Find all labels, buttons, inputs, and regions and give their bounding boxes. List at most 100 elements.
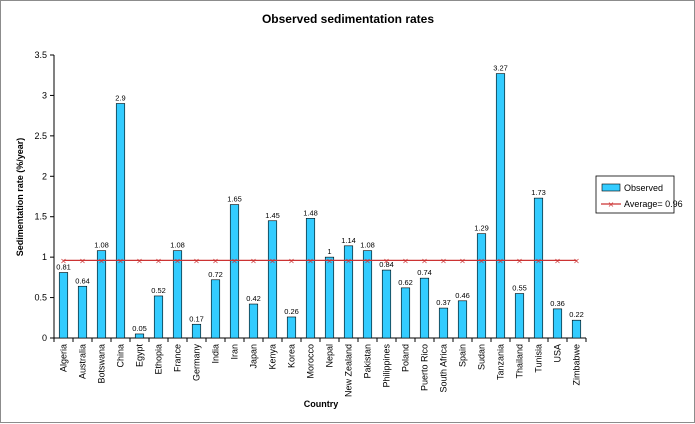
bar-sudan xyxy=(476,233,487,339)
x-tick-label: Botswana xyxy=(97,344,107,384)
legend: Observed × Average= 0.96 xyxy=(595,175,683,214)
bar-ethopia xyxy=(153,295,164,339)
bar-algeria xyxy=(58,272,69,339)
bar-poland xyxy=(400,287,411,339)
x-axis-title: Country xyxy=(304,399,339,409)
data-label: 1.73 xyxy=(531,188,546,197)
x-tick-label: Kenya xyxy=(268,344,278,370)
average-marker: × xyxy=(193,256,200,265)
legend-average-marker: × xyxy=(608,200,615,209)
average-marker: × xyxy=(231,256,238,265)
bar-new-zealand xyxy=(343,245,354,339)
average-marker: × xyxy=(250,256,257,265)
average-marker: × xyxy=(421,256,428,265)
data-label: 0.55 xyxy=(512,284,527,293)
bar-usa xyxy=(552,308,563,339)
x-tick-label: France xyxy=(173,344,183,372)
bar-spain xyxy=(457,300,468,339)
average-marker: × xyxy=(478,256,485,265)
data-label: 0.22 xyxy=(569,310,584,319)
chart-title: Observed sedimentation rates xyxy=(262,12,434,26)
data-label: 2.9 xyxy=(115,94,125,103)
bar-philippines xyxy=(381,269,392,339)
x-tick-label: USA xyxy=(553,344,563,363)
bar-tunisia xyxy=(533,197,544,339)
data-label: 0.52 xyxy=(151,286,166,295)
data-label: 1.45 xyxy=(265,211,280,220)
bar-germany xyxy=(191,323,202,339)
data-label: 0.62 xyxy=(398,278,413,287)
y-tick-label: 3 xyxy=(42,90,47,100)
x-tick-label: Poland xyxy=(401,344,411,372)
data-label: 0.42 xyxy=(246,294,261,303)
x-tick-label: Spain xyxy=(458,344,468,367)
data-label: 0.72 xyxy=(208,270,223,279)
average-marker: × xyxy=(459,256,466,265)
y-tick-label: 0 xyxy=(42,333,47,343)
bar-zimbabwe xyxy=(571,319,582,339)
y-tick-label: 1 xyxy=(42,252,47,262)
data-label: 0.05 xyxy=(132,324,147,333)
y-tick-label: 2 xyxy=(42,171,47,181)
average-marker: × xyxy=(516,256,523,265)
bar-morocco xyxy=(305,218,316,339)
average-marker: × xyxy=(269,256,276,265)
data-label: 1.08 xyxy=(170,241,185,250)
legend-average-label: Average= 0.96 xyxy=(624,199,683,209)
y-axis-title: Sedimentation rate (%/year) xyxy=(15,138,25,257)
average-marker: × xyxy=(155,256,162,265)
x-tick-label: Tunisia xyxy=(534,344,544,373)
bar-thailand xyxy=(514,293,525,339)
x-tick-label: Philippines xyxy=(382,344,392,388)
data-label: 1.08 xyxy=(94,241,109,250)
data-label: 0.74 xyxy=(417,268,432,277)
x-tick-label: Thailand xyxy=(515,344,525,379)
bar-puerto-rico xyxy=(419,277,430,339)
x-tick-label: Puerto Rico xyxy=(420,344,430,391)
bar-india xyxy=(210,279,221,339)
x-tick-label: Germany xyxy=(192,344,202,382)
y-tick-label: 1.5 xyxy=(34,212,47,222)
data-label: 0.84 xyxy=(379,260,394,269)
average-marker: × xyxy=(497,256,504,265)
average-marker: × xyxy=(136,256,143,265)
average-marker: × xyxy=(307,256,314,265)
x-tick-label: Ethopia xyxy=(154,344,164,375)
x-tick-label: Korea xyxy=(287,344,297,368)
x-tick-label: Algeria xyxy=(59,344,69,372)
x-tick-label: Australia xyxy=(78,344,88,379)
bar-australia xyxy=(77,285,88,339)
data-label: 0.81 xyxy=(56,263,71,272)
data-label: 0.26 xyxy=(284,307,299,316)
x-tick-label: Pakistan xyxy=(363,344,373,379)
x-tick-label: Nepal xyxy=(325,344,335,368)
plot-area: 0 0.5 1 1.5 2 2.5 3 3.5 0.81 Algeria 0.64 Australia… xyxy=(34,50,587,397)
average-marker: × xyxy=(402,256,409,265)
average-marker: × xyxy=(79,256,86,265)
bar-iran xyxy=(229,204,240,339)
average-marker: × xyxy=(573,256,580,265)
data-label: 1 xyxy=(327,247,331,256)
data-label: 1.08 xyxy=(360,241,375,250)
data-label: 1.14 xyxy=(341,236,356,245)
bar-pakistan xyxy=(362,250,373,339)
bar-japan xyxy=(248,303,259,339)
data-label: 1.29 xyxy=(474,224,489,233)
bar-south-africa xyxy=(438,307,449,339)
average-marker: × xyxy=(326,256,333,265)
data-label: 0.17 xyxy=(189,314,204,323)
data-label: 0.46 xyxy=(455,291,470,300)
bar-china xyxy=(115,103,126,339)
legend-observed-swatch xyxy=(601,183,621,192)
x-tick-label: Sudan xyxy=(477,344,487,370)
average-marker: × xyxy=(345,256,352,265)
x-tick-label: China xyxy=(116,344,126,368)
x-tick-label: India xyxy=(211,344,221,364)
average-marker: × xyxy=(212,256,219,265)
y-tick-label: 0.5 xyxy=(34,293,47,303)
x-tick-label: Tanzania xyxy=(496,344,506,380)
bar-korea xyxy=(286,316,297,339)
average-marker: × xyxy=(440,256,447,265)
